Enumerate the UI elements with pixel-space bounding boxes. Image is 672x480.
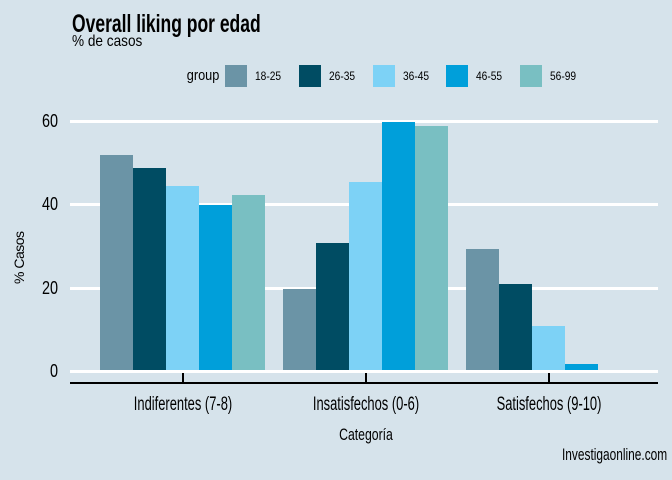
x-axis-label: Categoría xyxy=(339,425,393,444)
bar-56-99 xyxy=(232,194,265,370)
legend-swatch-36-45 xyxy=(372,64,395,87)
bar-46-55 xyxy=(382,121,415,370)
y-tick-label: 20 xyxy=(41,277,58,298)
bar-26-35 xyxy=(499,284,532,370)
y-axis-label: % Casos xyxy=(11,231,27,284)
bar-26-35 xyxy=(133,167,166,370)
watermark-text: Investigaonline.com xyxy=(562,445,668,464)
legend-item-18-25: 18-25 xyxy=(225,64,286,87)
legend-item-36-45: 36-45 xyxy=(372,64,434,87)
legend-swatch-46-55 xyxy=(446,64,469,87)
y-tick-label: 0 xyxy=(49,361,58,381)
legend-swatch-18-25 xyxy=(225,64,248,87)
bar-36-45 xyxy=(166,186,199,370)
bar-18-25 xyxy=(283,288,316,370)
legend-label: 56-99 xyxy=(550,68,577,83)
bar-36-45 xyxy=(349,182,382,370)
category-label: Indiferentes (7-8) xyxy=(133,394,232,415)
gridline-60 xyxy=(70,119,658,123)
legend-items: 18-25 26-35 36-45 46-55 56-99 xyxy=(225,64,594,87)
chart-title: Overall liking por edad xyxy=(72,10,261,38)
legend-item-56-99: 56-99 xyxy=(520,64,581,87)
bar-18-25 xyxy=(100,154,133,370)
legend-swatch-56-99 xyxy=(520,64,543,87)
category-label: Satisfechos (9-10) xyxy=(496,394,601,415)
legend-item-46-55: 46-55 xyxy=(446,64,507,87)
x-tick-mark xyxy=(364,373,367,382)
y-tick-label: 60 xyxy=(41,110,58,131)
y-tick-label: 40 xyxy=(41,194,58,214)
bar-26-35 xyxy=(316,242,349,370)
legend: group 18-25 26-35 36-45 46-55 56-99 xyxy=(181,64,594,87)
legend-label: 18-25 xyxy=(255,68,282,83)
chart-subtitle: % de casos xyxy=(72,33,143,50)
x-tick-mark xyxy=(547,373,550,382)
bar-36-45 xyxy=(532,326,565,370)
legend-item-26-35: 26-35 xyxy=(299,64,360,87)
legend-label: 36-45 xyxy=(402,68,429,83)
bar-46-55 xyxy=(565,363,598,370)
bar-46-55 xyxy=(199,205,232,370)
legend-label: 46-55 xyxy=(476,68,503,83)
bar-56-99 xyxy=(415,125,448,370)
x-tick-mark xyxy=(181,373,184,382)
category-label: Insatisfechos (0-6) xyxy=(312,394,419,415)
gridline-0 xyxy=(70,370,658,373)
x-axis-line xyxy=(70,382,658,384)
legend-label: 26-35 xyxy=(329,68,356,83)
legend-title: group xyxy=(186,67,220,84)
bar-18-25 xyxy=(466,248,499,370)
legend-swatch-26-35 xyxy=(299,64,322,87)
